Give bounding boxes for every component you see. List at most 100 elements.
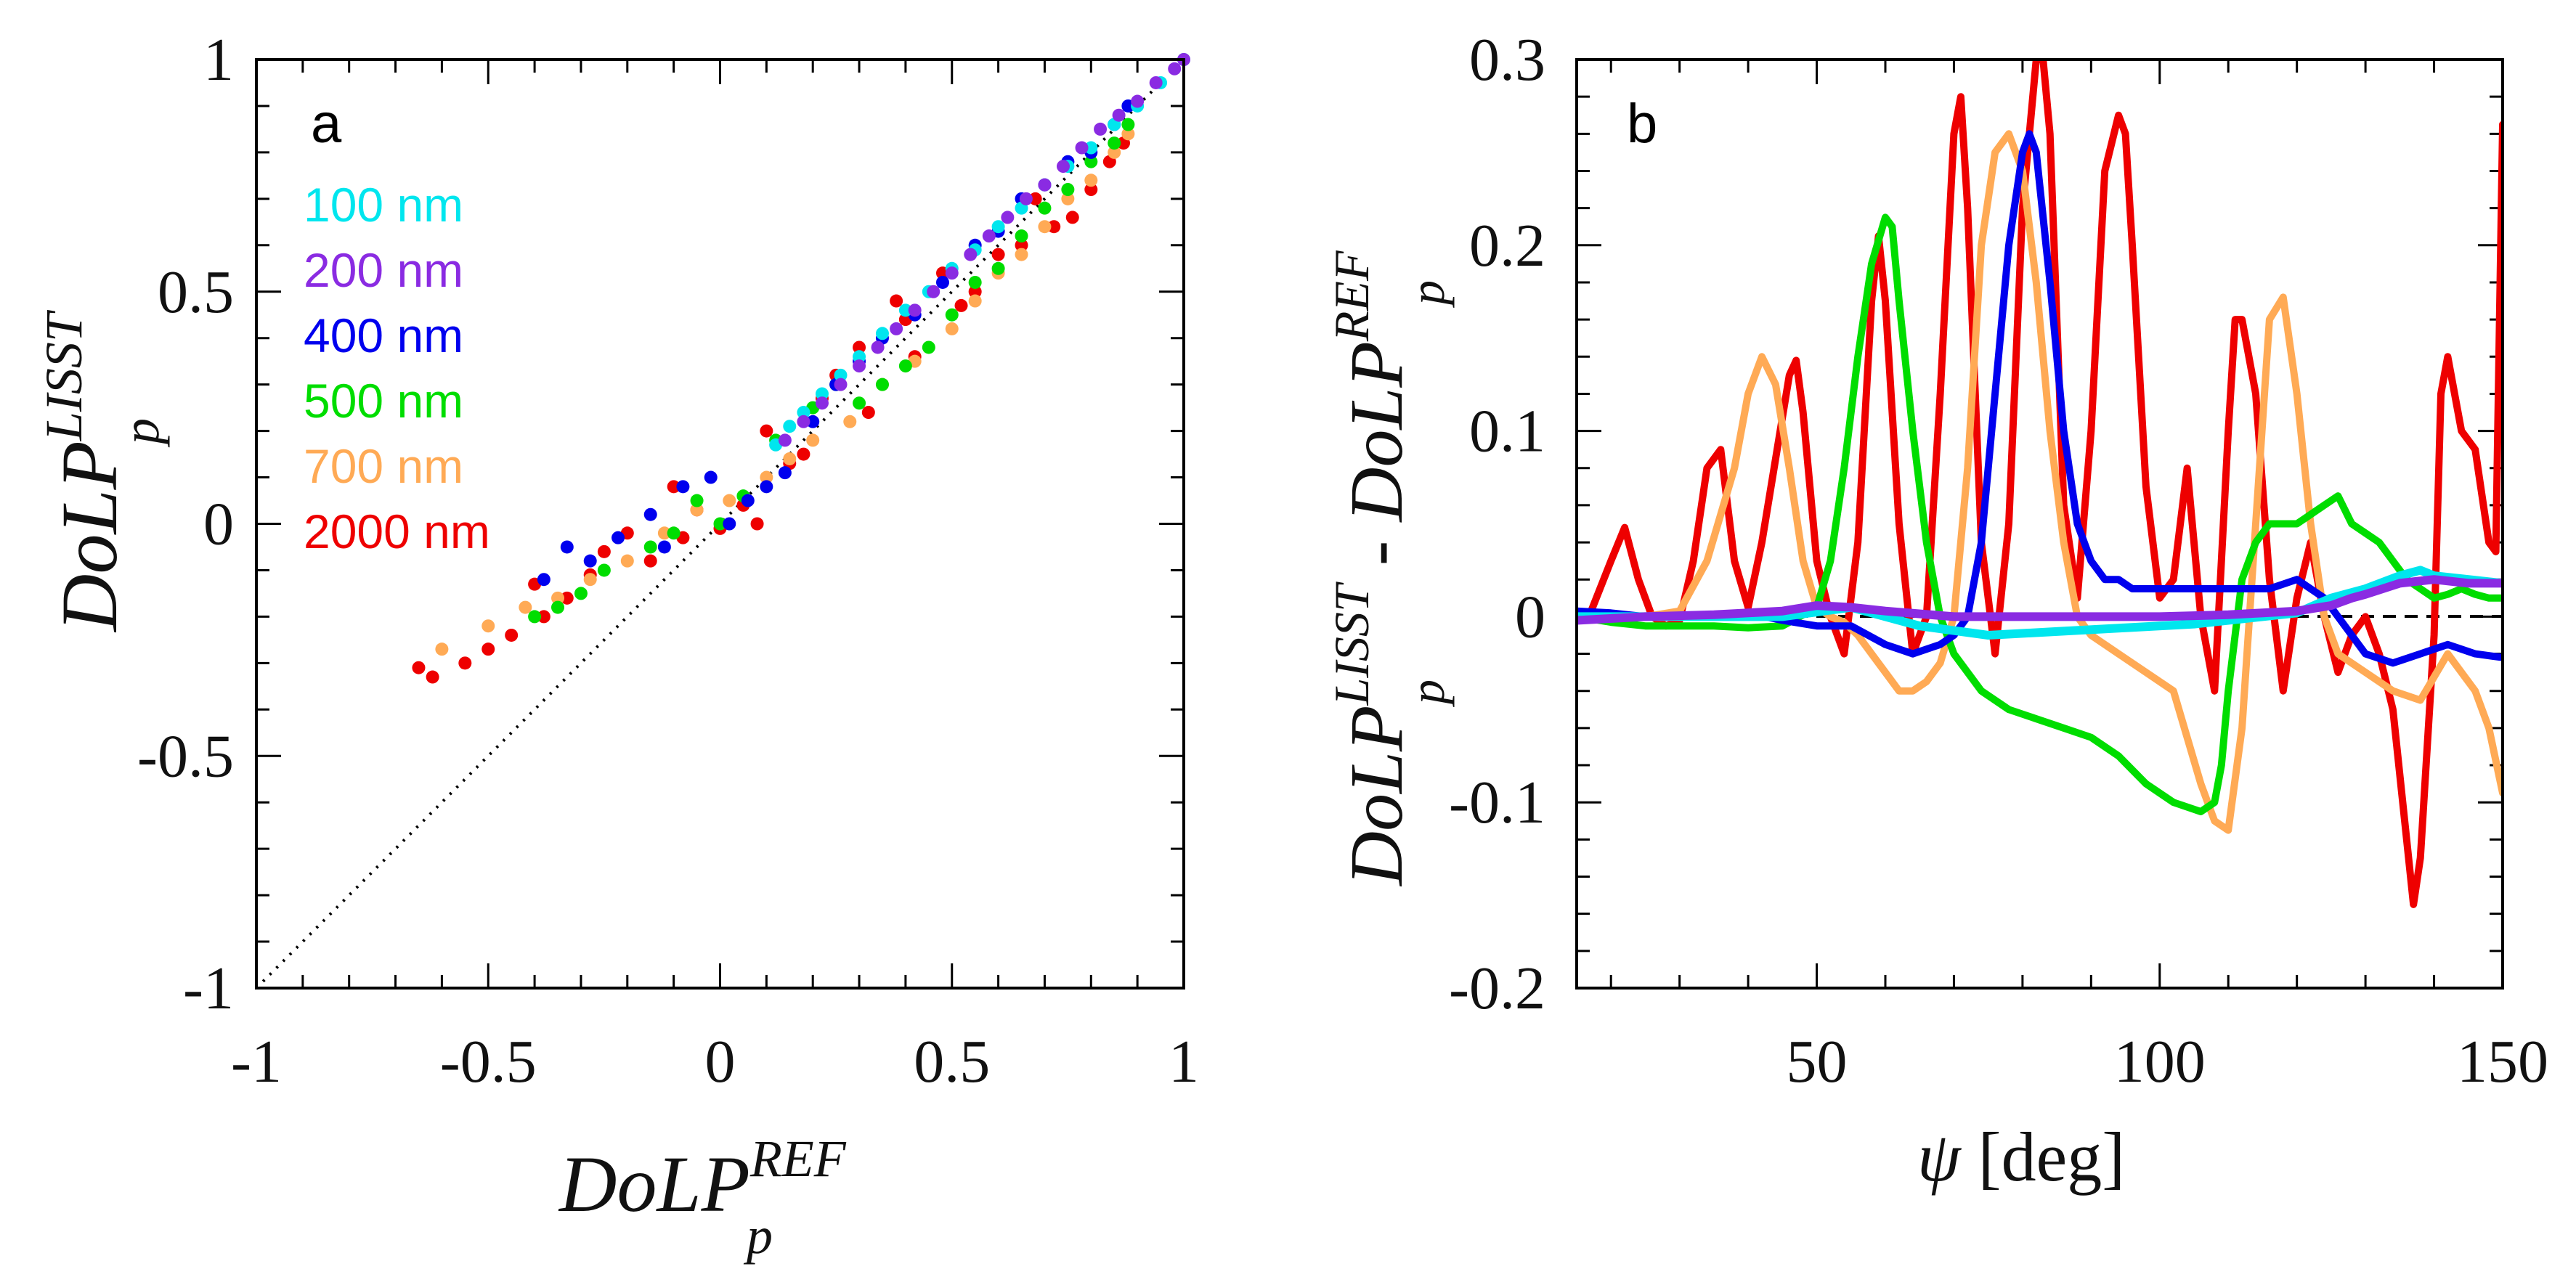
data-point-200-nm xyxy=(945,266,959,280)
data-point-2000-nm xyxy=(853,340,866,354)
data-point-500-nm xyxy=(898,359,912,373)
data-point-400-nm xyxy=(537,573,550,587)
data-point-200-nm xyxy=(778,433,792,447)
data-point-200-nm xyxy=(1038,178,1052,192)
data-point-700-nm xyxy=(519,600,532,614)
data-point-400-nm xyxy=(704,470,718,484)
series-line-100-nm xyxy=(1577,566,2503,640)
data-point-700-nm xyxy=(806,433,820,447)
panel-a-x-tick-label: -0.5 xyxy=(440,1028,537,1096)
svg-text:DoLPLISST: DoLPLISST xyxy=(35,309,134,633)
data-point-2000-nm xyxy=(412,661,426,674)
data-point-500-nm xyxy=(945,308,959,322)
panel-b-label: b xyxy=(1627,93,1657,155)
panel-a-label: a xyxy=(311,93,342,155)
data-point-2000-nm xyxy=(426,670,439,684)
data-point-700-nm xyxy=(760,470,773,484)
panel-a-y-tick-label: 0 xyxy=(203,491,234,558)
panel-b-x-tick-label: 100 xyxy=(2114,1028,2206,1096)
data-point-500-nm xyxy=(551,600,565,614)
panel-b-ylabel-part2: DoLP xyxy=(1335,341,1418,523)
data-point-200-nm xyxy=(1094,122,1108,136)
legend-item-2000-nm: 2000 nm xyxy=(304,505,490,558)
data-point-2000-nm xyxy=(667,480,680,494)
data-point-500-nm xyxy=(713,517,727,531)
panel-b-ylabel-sub2: p xyxy=(1399,280,1455,308)
data-point-200-nm xyxy=(1131,94,1145,108)
panel-a-tick-labels: -1 -0.5 0 0.5 1 -1 -0.5 0 0.5 1 xyxy=(137,26,1199,1096)
data-point-500-nm xyxy=(922,340,935,354)
data-point-100-nm xyxy=(815,387,829,401)
panel-b-y-tick-label: 0 xyxy=(1515,583,1545,650)
data-point-2000-nm xyxy=(797,447,810,461)
panel-a-x-tick-label: 0.5 xyxy=(914,1028,990,1096)
data-point-200-nm xyxy=(1112,108,1126,122)
data-point-700-nm xyxy=(1061,192,1075,205)
data-point-2000-nm xyxy=(1028,192,1042,205)
legend-item-200-nm: 200 nm xyxy=(304,243,463,297)
data-point-500-nm xyxy=(1108,136,1121,150)
data-point-700-nm xyxy=(1038,220,1052,234)
data-point-500-nm xyxy=(1015,229,1028,243)
panel-a: -1 -0.5 0 0.5 1 -1 -0.5 0 0.5 1 a 100 nm 200 nm 400… xyxy=(35,26,1199,1265)
panel-a-y-tick-label: 1 xyxy=(203,26,234,94)
panel-b-x-tick-label: 150 xyxy=(2457,1028,2548,1096)
data-point-700-nm xyxy=(843,415,857,428)
data-point-200-nm xyxy=(890,322,903,335)
data-point-100-nm xyxy=(875,327,889,340)
panel-b-x-tick-label: 50 xyxy=(1787,1028,1848,1096)
legend-item-700-nm: 700 nm xyxy=(304,439,463,493)
data-point-200-nm xyxy=(853,359,866,373)
data-point-2000-nm xyxy=(1084,183,1098,197)
data-point-2000-nm xyxy=(968,285,982,298)
series-line-400-nm xyxy=(1577,130,2503,667)
panel-b: 50 100 150 -0.2 -0.1 0 0.1 0.2 0.3 b ψ [deg] DoL… xyxy=(1324,26,2548,1196)
data-point-2000-nm xyxy=(458,656,472,670)
panel-b-y-tick-label: 0.1 xyxy=(1469,398,1545,465)
data-point-200-nm xyxy=(927,285,940,298)
data-point-400-nm xyxy=(723,517,736,531)
data-point-200-nm xyxy=(1019,192,1033,205)
data-point-700-nm xyxy=(690,503,704,517)
data-point-2000-nm xyxy=(597,544,611,558)
data-point-2000-nm xyxy=(954,298,968,312)
legend-item-400-nm: 400 nm xyxy=(304,309,463,362)
data-point-200-nm xyxy=(982,229,996,243)
data-point-700-nm xyxy=(1015,248,1028,261)
data-point-200-nm xyxy=(1001,211,1015,224)
data-point-100-nm xyxy=(853,350,866,364)
panel-b-ylabel-part1: DoLP xyxy=(1335,706,1418,887)
data-point-200-nm xyxy=(1168,62,1182,76)
panel-a-x-tick-label: 0 xyxy=(705,1028,736,1096)
panel-b-xlabel-text: [deg] xyxy=(1961,1118,2126,1196)
panel-b-ylabel-minus: - xyxy=(1335,522,1418,585)
series-line-500-nm xyxy=(1577,213,2503,815)
panel-a-ylabel-sub: p xyxy=(112,418,170,448)
data-point-500-nm xyxy=(528,610,542,624)
data-point-500-nm xyxy=(667,526,680,540)
data-point-100-nm xyxy=(783,420,797,433)
data-point-500-nm xyxy=(991,261,1005,275)
panel-b-y-tick-label: -0.2 xyxy=(1449,955,1545,1022)
data-point-700-nm xyxy=(783,452,797,465)
panel-b-y-axis-title: DoLPLISST - DoLPREF p p xyxy=(1324,250,1455,887)
data-point-500-nm xyxy=(643,540,657,554)
data-point-200-nm xyxy=(834,378,848,391)
data-point-700-nm xyxy=(583,573,597,587)
panel-a-legend: 100 nm 200 nm 400 nm 500 nm 700 nm 2000 nm xyxy=(304,178,490,558)
series-line-200-nm xyxy=(1577,575,2503,625)
panel-a-xlabel-sub: p xyxy=(743,1207,773,1265)
data-point-100-nm xyxy=(1084,141,1098,155)
panel-a-y-axis-title: DoLPLISST p xyxy=(35,309,170,633)
data-point-400-nm xyxy=(612,531,625,544)
data-point-2000-nm xyxy=(1065,211,1079,224)
panel-b-ylabel-sub1: p xyxy=(1399,680,1455,707)
data-point-500-nm xyxy=(1121,118,1135,131)
panel-a-identity-line xyxy=(255,58,1185,990)
data-point-2000-nm xyxy=(482,642,495,656)
data-point-400-nm xyxy=(643,507,657,521)
data-point-200-nm xyxy=(797,415,810,428)
data-point-400-nm xyxy=(560,540,574,554)
data-point-200-nm xyxy=(1149,76,1163,89)
